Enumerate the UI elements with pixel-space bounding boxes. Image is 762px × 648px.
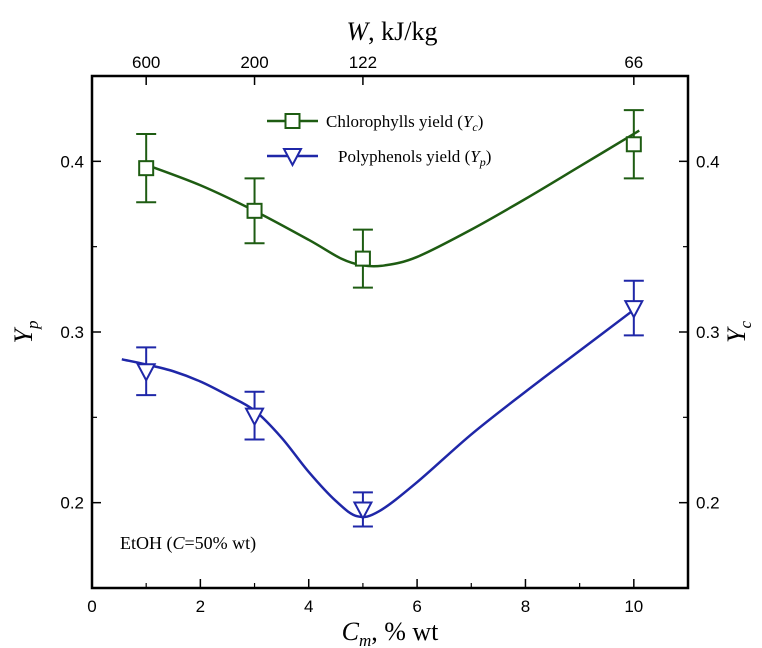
axis-ticks: [91, 75, 688, 588]
data-point: [625, 136, 642, 153]
top-tick-label: 66: [624, 53, 643, 72]
x-tick-label: 0: [87, 597, 96, 616]
x-tick-label: 4: [304, 597, 313, 616]
y-right-tick-label: 0.4: [696, 152, 720, 171]
data-point: [354, 250, 371, 267]
data-point: [136, 363, 157, 383]
series-layer: [121, 109, 644, 528]
top-tick-label: 200: [240, 53, 268, 72]
x-tick-label: 6: [412, 597, 421, 616]
legend-label-chlorophylls: Chlorophylls yield (Yc): [326, 112, 483, 134]
axis-tick-labels: 0 2 4 6 8 10 600 200 122 66 0.2 0.3 0.4 0.2 0.3 0.4: [60, 53, 719, 616]
x-tick-label: 8: [521, 597, 530, 616]
y-right-tick-label: 0.2: [696, 494, 720, 513]
y-left-tick-label: 0.2: [60, 494, 84, 513]
x-axis-title: Cm, % wt: [342, 617, 440, 648]
data-point: [138, 160, 155, 177]
y-axis-left-title: Yp: [9, 321, 42, 344]
data-point: [246, 202, 263, 219]
legend-marker-polyphenols: [282, 148, 303, 168]
series-polyphenols: [121, 279, 644, 528]
top-tick-label: 600: [132, 53, 160, 72]
legend-entry-polyphenols: Polyphenols yield (Yp): [267, 147, 491, 169]
x-tick-label: 10: [624, 597, 643, 616]
y-left-tick-label: 0.4: [60, 152, 84, 171]
y-axis-right-title: Yc: [722, 321, 755, 343]
top-tick-label: 122: [349, 53, 377, 72]
data-point: [244, 407, 265, 427]
legend-label-polyphenols: Polyphenols yield (Yp): [338, 147, 491, 169]
top-axis-title: W, kJ/kg: [346, 17, 437, 46]
legend: Chlorophylls yield (Yc) Polyphenols yiel…: [267, 112, 491, 169]
data-point: [352, 501, 374, 521]
legend-marker-chlorophylls: [284, 113, 301, 129]
data-point: [623, 300, 644, 320]
y-left-tick-label: 0.3: [60, 323, 84, 342]
chart-annotation: EtOH (C=50% wt): [120, 533, 256, 554]
series-chlorophylls: [136, 109, 644, 289]
y-right-tick-label: 0.3: [696, 323, 720, 342]
legend-entry-chlorophylls: Chlorophylls yield (Yc): [267, 112, 483, 134]
x-tick-label: 2: [196, 597, 205, 616]
fit-curve: [121, 308, 635, 519]
